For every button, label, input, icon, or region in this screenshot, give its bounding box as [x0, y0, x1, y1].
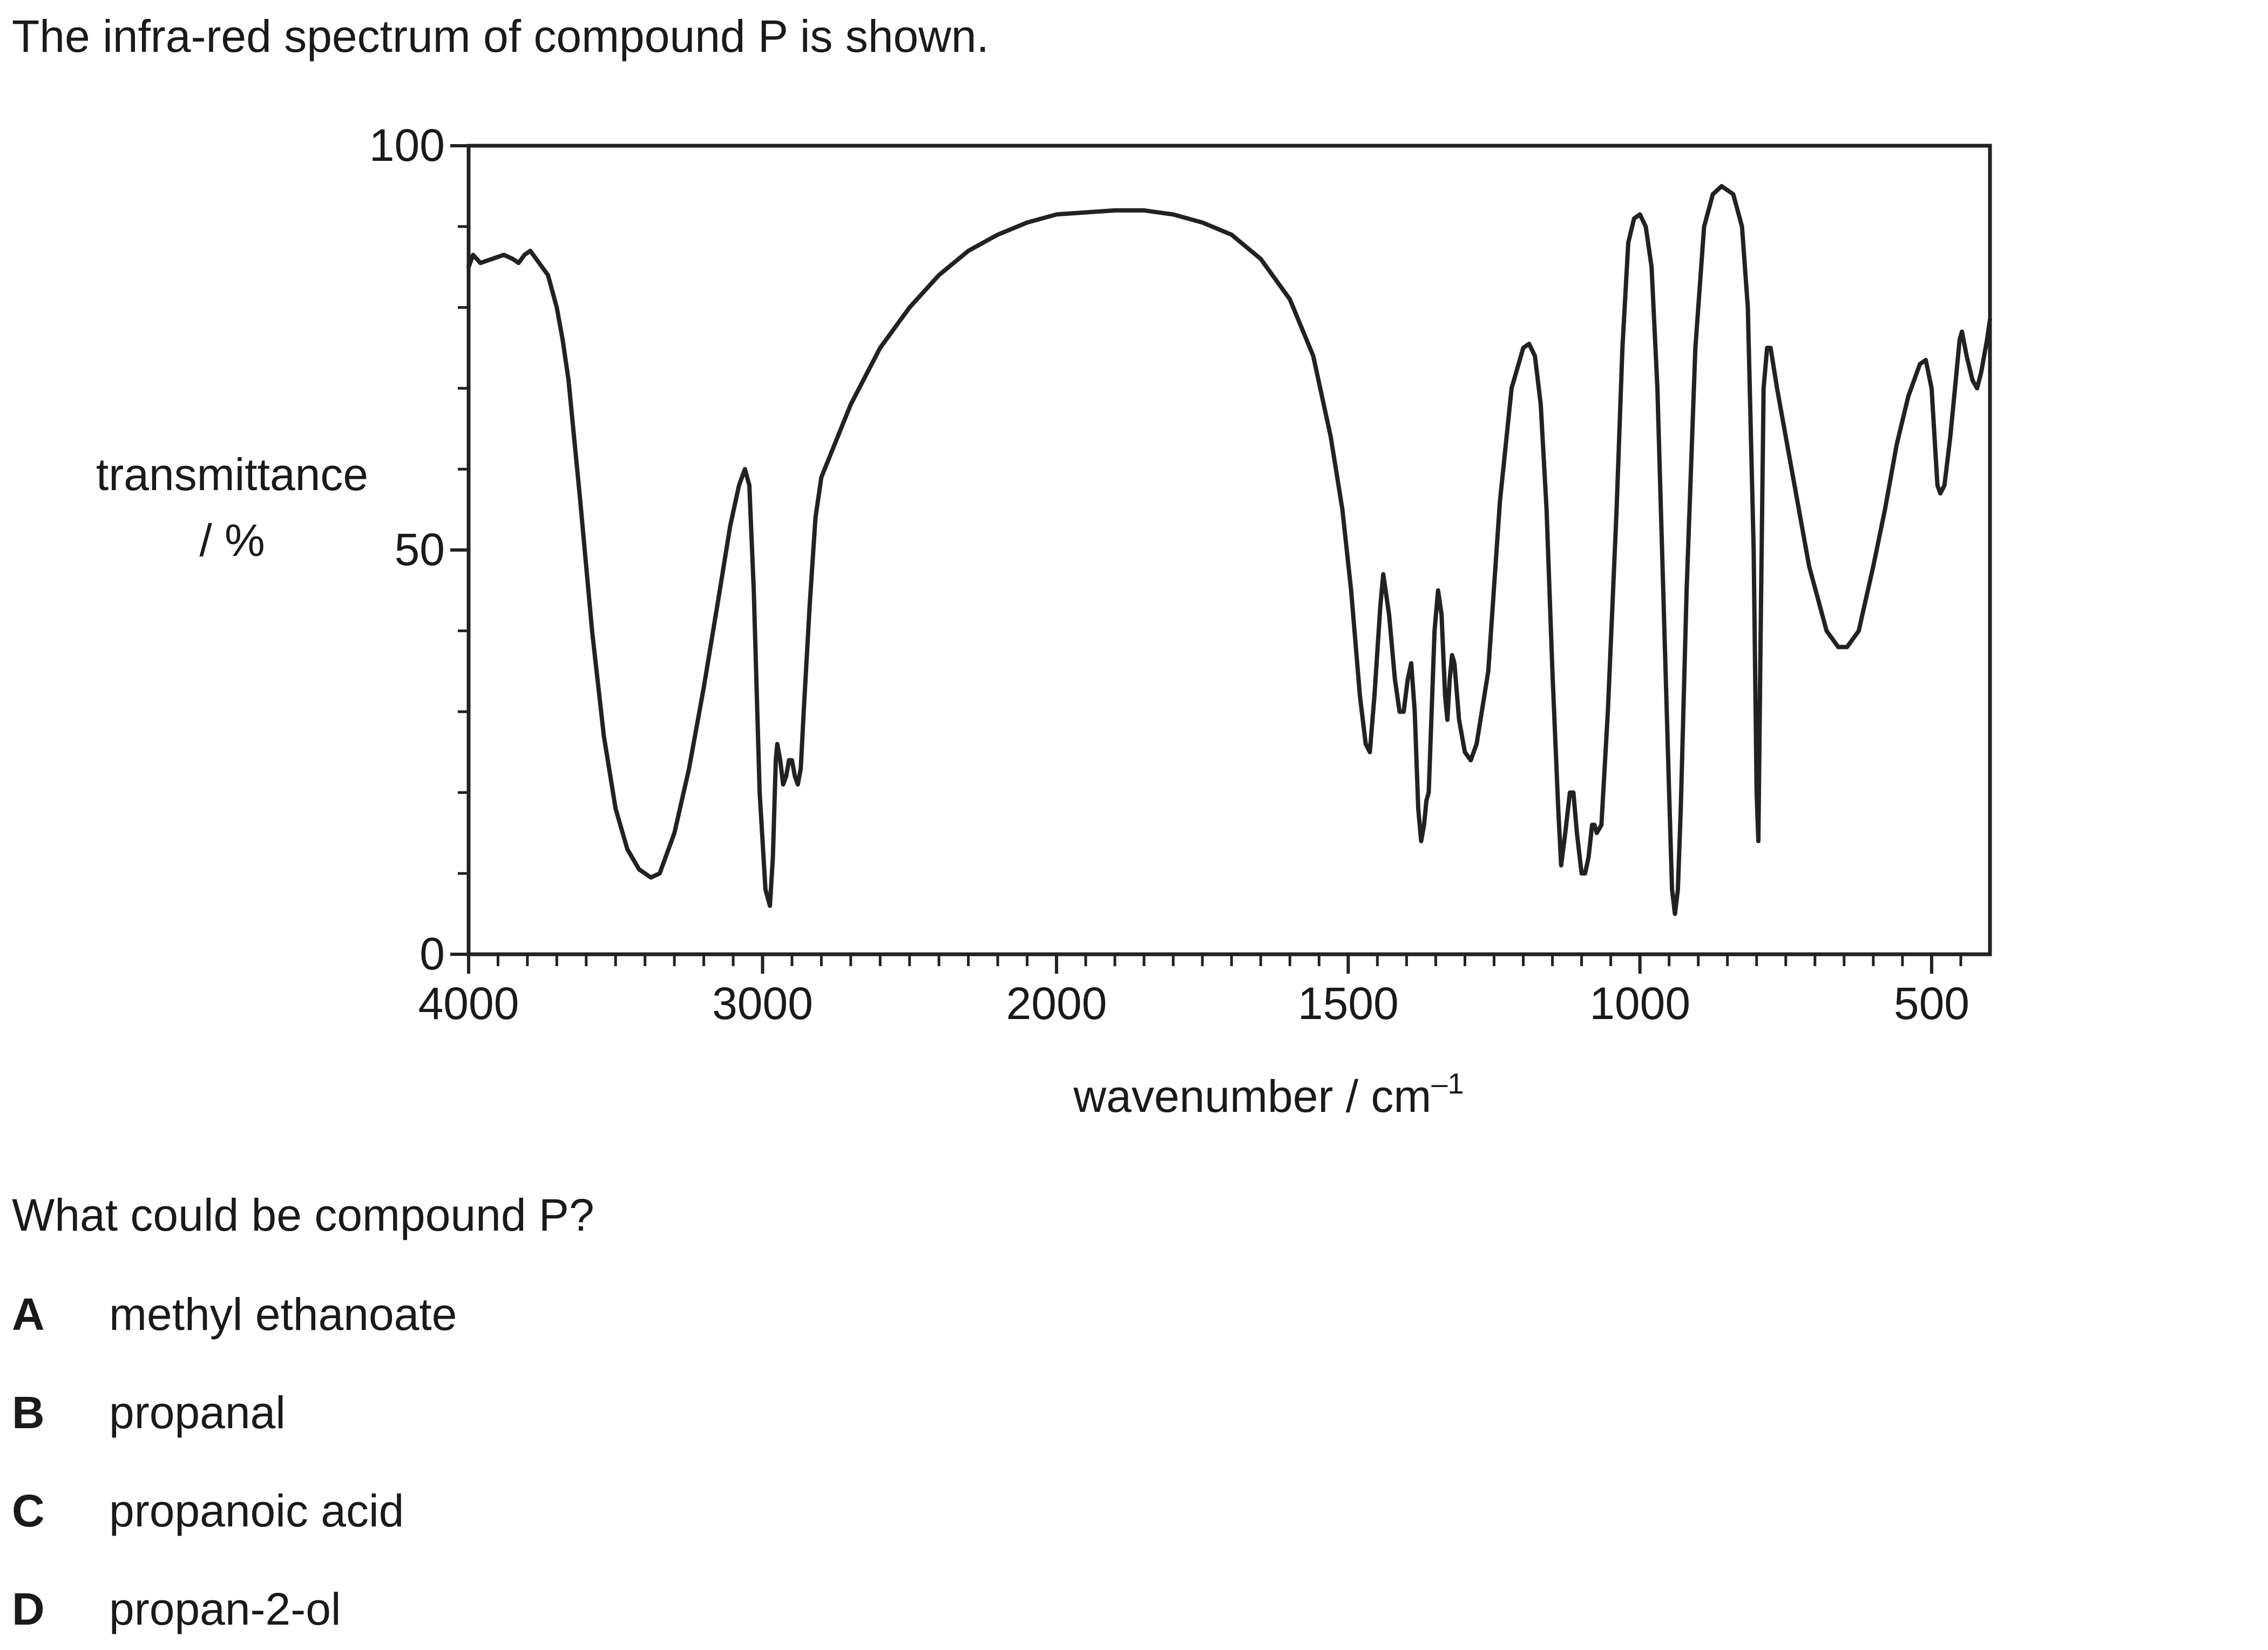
- y-tick-label: 100: [369, 120, 445, 171]
- question-text: What could be compound P?: [12, 1190, 594, 1240]
- option-c-letter: C: [12, 1485, 45, 1536]
- option-b-text: propanal: [109, 1387, 286, 1438]
- option-c-text: propanoic acid: [109, 1485, 404, 1536]
- option-a-letter: A: [12, 1289, 45, 1340]
- x-tick-label: 1000: [1589, 978, 1690, 1029]
- x-axis-label: wavenumber / cm–1: [1073, 1068, 1464, 1122]
- y-axis-label-line2: / %: [199, 515, 265, 566]
- x-tick-label: 1500: [1298, 978, 1399, 1029]
- option-d-letter: D: [12, 1584, 45, 1634]
- option-b-letter: B: [12, 1387, 45, 1438]
- spectrum-line: [466, 184, 1992, 916]
- y-tick-label: 0: [419, 928, 445, 979]
- y-tick-label: 50: [395, 524, 445, 575]
- option-d-text: propan-2-ol: [109, 1584, 341, 1634]
- x-tick-label: 3000: [712, 978, 813, 1029]
- x-tick-label: 4000: [418, 978, 519, 1029]
- y-axis-label-line1: transmittance: [96, 449, 368, 500]
- intro-text: The infra-red spectrum of compound P is …: [12, 11, 989, 62]
- ir-spectrum-chart: 0 50 100 4000 3000 2000 1500 1000 500 transmittan…: [96, 120, 1992, 1122]
- x-tick-label: 500: [1894, 978, 1969, 1029]
- chart-layer: 0 50 100 4000 3000 2000 1500 1000 500 transmittan…: [96, 120, 1992, 1122]
- x-tick-label: 2000: [1006, 978, 1107, 1029]
- option-a-text: methyl ethanoate: [109, 1289, 457, 1340]
